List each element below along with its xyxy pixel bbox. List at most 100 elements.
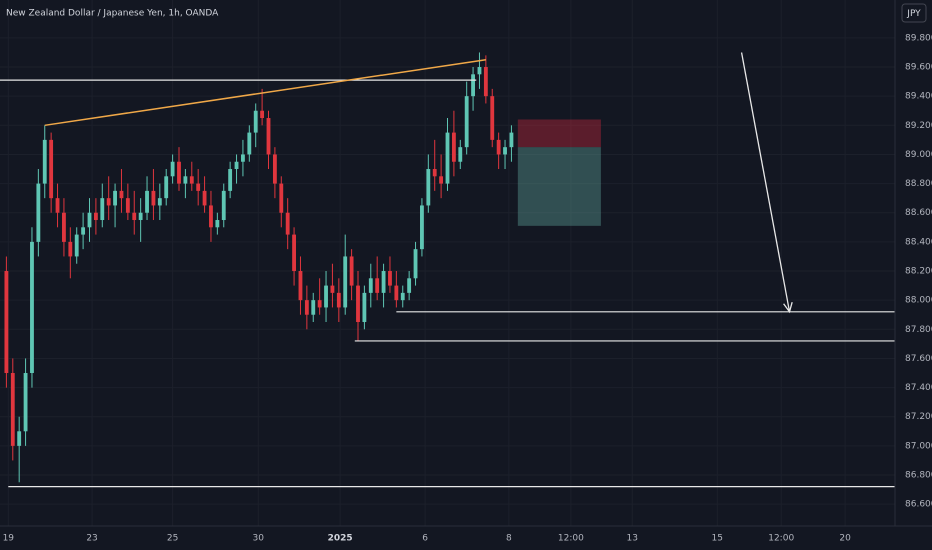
candle-body — [151, 190, 156, 206]
candle-body — [113, 190, 117, 206]
candle-body — [285, 212, 290, 235]
candle-body — [100, 198, 105, 221]
y-tick-label: 87.800 — [905, 325, 932, 335]
x-tick-label: 15 — [712, 534, 723, 544]
candle-body — [420, 205, 424, 250]
candle-body — [42, 139, 47, 184]
candle-body — [445, 132, 450, 184]
candle-body — [407, 278, 412, 293]
y-tick-label: 86.600 — [905, 500, 932, 510]
x-tick-label: 8 — [506, 534, 512, 544]
candle-body — [317, 300, 322, 308]
candle-body — [138, 212, 143, 221]
candle-body — [10, 373, 15, 446]
candle-body — [23, 373, 28, 432]
x-tick-label: 2025 — [328, 534, 353, 544]
x-tick-label: 19 — [3, 534, 15, 544]
candle-body — [330, 285, 335, 293]
candle-body — [157, 198, 162, 206]
trend-line — [44, 58, 486, 127]
candle-body — [17, 431, 22, 446]
candle-body — [394, 285, 399, 301]
candle-body — [413, 249, 418, 279]
y-tick-label: 88.600 — [905, 208, 932, 218]
candle-body — [177, 161, 181, 184]
candle-body — [215, 220, 220, 228]
currency-button[interactable] — [901, 3, 927, 23]
plot-area — [0, 52, 895, 488]
candle-body — [260, 110, 265, 119]
y-tick-label: 87.000 — [905, 441, 932, 451]
candle-body — [93, 212, 98, 221]
y-tick-label: 87.200 — [905, 412, 932, 422]
candle-body — [106, 198, 111, 206]
candle-body — [234, 161, 239, 170]
arrow-head — [783, 301, 793, 314]
candle-body — [55, 198, 60, 213]
candle-body — [375, 278, 380, 293]
candle-body — [30, 241, 34, 374]
chart-title: New Zealand Dollar / Japanese Yen, 1h, O… — [6, 9, 219, 19]
y-tick-label: 88.000 — [905, 296, 932, 306]
x-tick-label: 13 — [627, 534, 638, 544]
candle-body — [336, 292, 341, 308]
candle-body — [266, 118, 271, 155]
candle-body — [68, 241, 73, 257]
candle-body — [253, 110, 258, 133]
x-tick-label: 30 — [253, 534, 265, 544]
candle-body — [170, 161, 175, 177]
y-tick-label: 89.600 — [905, 63, 932, 73]
candle-body — [349, 256, 354, 286]
candle-body — [439, 176, 444, 184]
x-tick-label: 12:00 — [558, 534, 584, 544]
candle-body — [304, 300, 309, 315]
candle-body — [221, 190, 226, 221]
candle-body — [426, 169, 431, 206]
x-tick-label: 6 — [422, 534, 428, 544]
candle-body — [49, 139, 54, 199]
arrow-shaft — [740, 52, 791, 312]
candle-body — [202, 190, 207, 206]
candle-body — [87, 212, 92, 228]
y-tick-label: 87.400 — [905, 383, 932, 393]
y-tick-label: 88.800 — [905, 179, 932, 189]
candle-body — [503, 147, 507, 155]
candle-body — [164, 176, 169, 199]
y-tick-label: 88.400 — [905, 237, 932, 247]
candle-body — [343, 256, 348, 308]
candle-body — [496, 139, 501, 155]
candle-body — [509, 132, 514, 148]
y-tick-label: 89.400 — [905, 92, 932, 102]
candle-body — [196, 183, 201, 191]
candle-body — [477, 67, 482, 75]
candle-body — [81, 227, 86, 235]
candle-body — [241, 154, 245, 162]
candle-body — [279, 183, 284, 213]
candle-body — [356, 285, 360, 323]
candle-body — [483, 67, 488, 97]
x-tick-label: 23 — [86, 534, 97, 544]
candle-body — [381, 271, 386, 293]
candle-body — [458, 147, 463, 162]
candle-body — [62, 212, 66, 242]
candle-body — [145, 190, 149, 213]
candle-body — [490, 96, 495, 140]
candle-body — [471, 74, 475, 97]
target-zone — [517, 147, 601, 226]
x-tick-label: 25 — [167, 534, 178, 544]
candle-body — [228, 169, 233, 191]
y-tick-label: 89.200 — [905, 121, 932, 131]
currency-label[interactable]: JPY — [906, 9, 921, 19]
y-tick-label: 88.200 — [905, 267, 932, 277]
candle-body — [451, 132, 456, 162]
candle-body — [362, 292, 367, 323]
x-tick-label: 20 — [839, 534, 851, 544]
candle-body — [125, 198, 130, 213]
candle-body — [400, 292, 405, 301]
candle-body — [189, 176, 194, 184]
y-tick-label: 89.000 — [905, 150, 932, 160]
candle-body — [183, 176, 188, 184]
candle-body — [368, 278, 373, 293]
